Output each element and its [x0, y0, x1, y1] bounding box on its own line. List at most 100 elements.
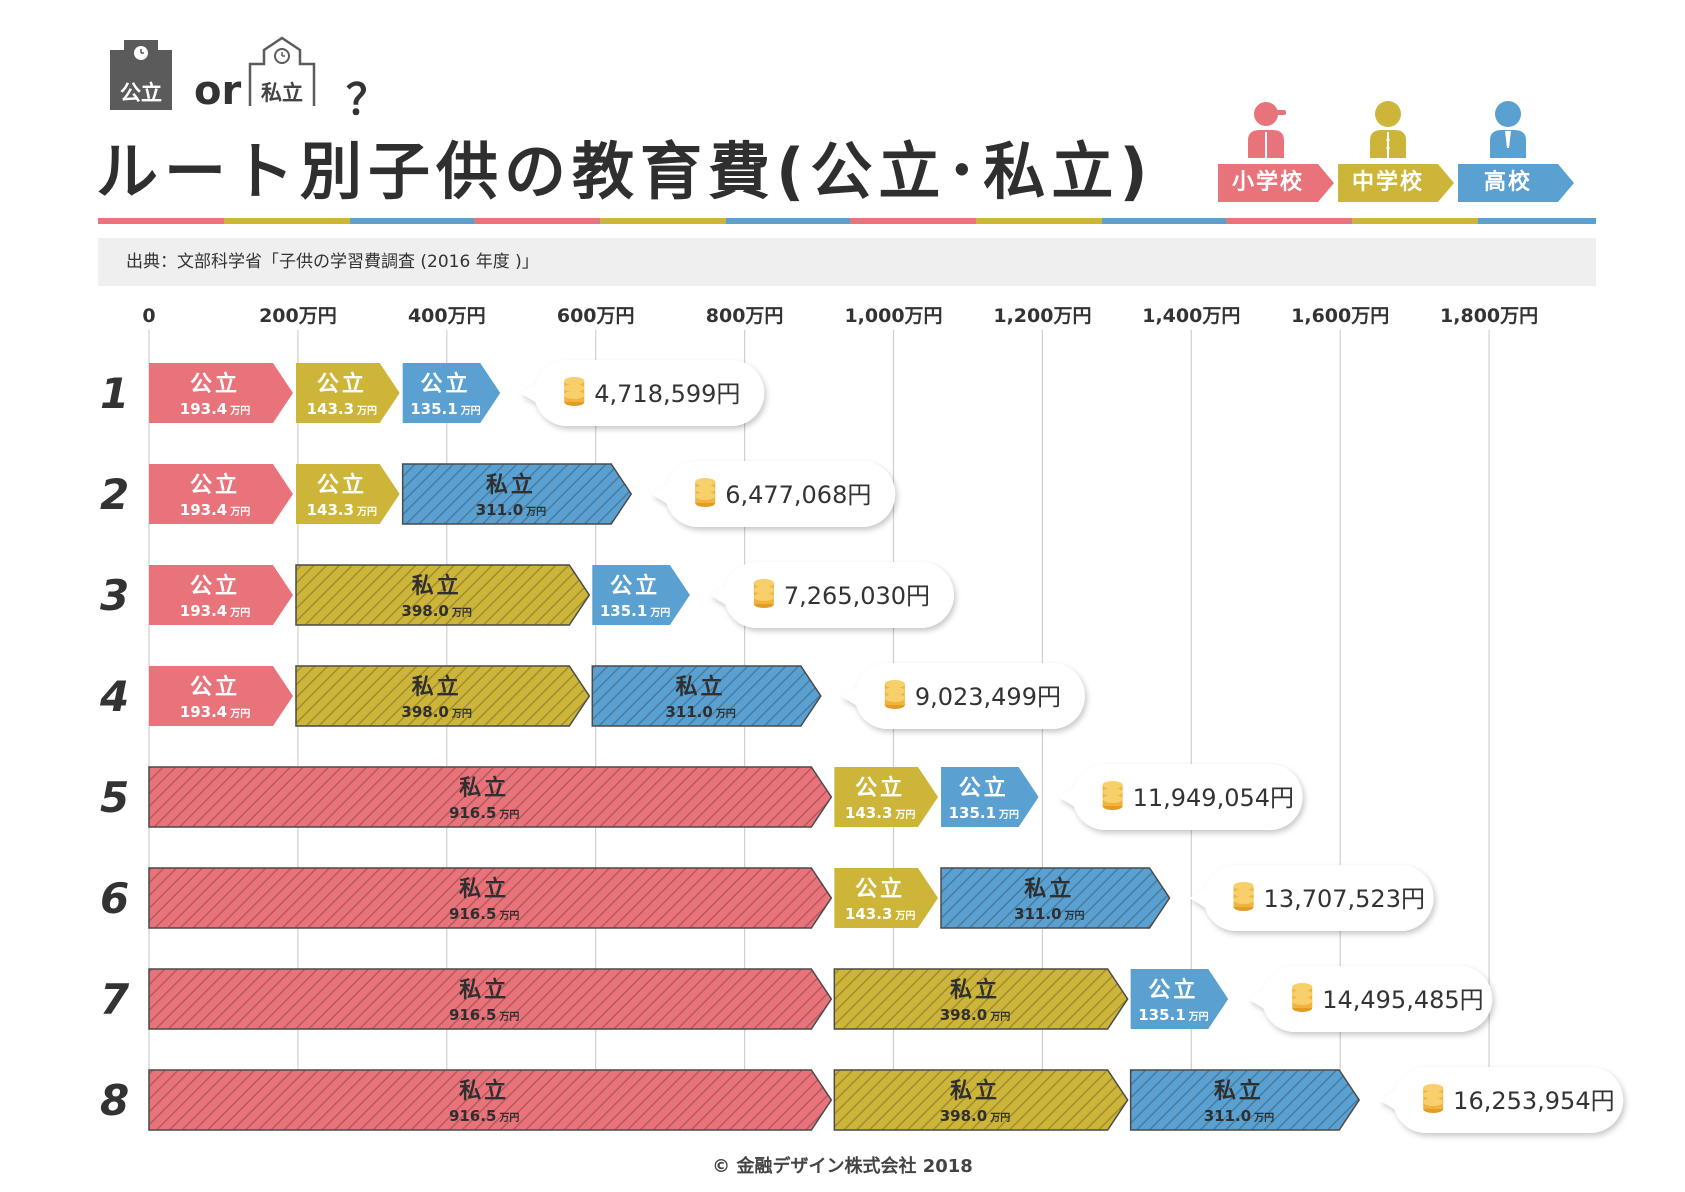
bar-segment-outline: [148, 1069, 833, 1131]
legend-elementary-label: 小学校: [1231, 170, 1304, 195]
bar-segment-outline: [940, 867, 1171, 929]
segment-type-label: 公立: [610, 573, 660, 599]
title-stripe-segment: [474, 218, 600, 224]
coin-stack-icon: [695, 478, 716, 507]
elementary-student-icon: [1240, 98, 1300, 158]
x-tick-label: 1,600万円: [1291, 305, 1389, 327]
segment-type-label: 私立: [459, 876, 509, 902]
bar-segment-hatch: [592, 666, 821, 726]
route-label: 2: [100, 470, 129, 519]
route-label: 4: [99, 672, 129, 721]
segment-type-label: 公立: [420, 371, 470, 397]
title-stripe-segment: [726, 218, 850, 224]
total-bubble: [1379, 1067, 1624, 1133]
segment-type-label: 私立: [1214, 1078, 1264, 1104]
coin-stack-icon: [1423, 1084, 1444, 1113]
route-total-label: 16,253,954円: [1453, 1087, 1614, 1115]
legend-high-school: 高校: [1458, 164, 1576, 202]
bar-segment: [149, 363, 293, 423]
bar-segment-outline: [833, 1069, 1129, 1131]
route-total-label: 14,495,485円: [1322, 986, 1483, 1014]
bar-segment: [941, 767, 1039, 827]
legend-elementary: 小学校: [1218, 164, 1336, 202]
segment-type-label: 公立: [855, 775, 905, 801]
title-stripe-segment: [98, 218, 224, 224]
route-label: 6: [100, 874, 129, 923]
route-total-label: 9,023,499円: [915, 683, 1061, 711]
title-stripe-segment: [1478, 218, 1596, 224]
high-school-student-icon: [1478, 98, 1538, 158]
bar-segment-hatch: [149, 767, 832, 827]
private-label: 私立: [261, 81, 303, 105]
bar-segment: [149, 666, 293, 726]
x-tick-label: 800万円: [706, 305, 784, 327]
x-tick-label: 1,400万円: [1142, 305, 1240, 327]
route-label: 1: [100, 369, 129, 418]
segment-type-label: 公立: [190, 472, 240, 498]
bar-segment-hatch: [941, 868, 1170, 928]
private-school-icon: 私立: [246, 36, 318, 110]
title-stripe-segment: [350, 218, 474, 224]
public-label: 公立: [120, 81, 162, 105]
route-total-label: 11,949,054円: [1133, 784, 1294, 812]
tick-layer: 0 200万円 400万円 600万円 800万円 1,000万円 1,200万円 1,400…: [142, 305, 1538, 327]
x-tick-label: 400万円: [408, 305, 486, 327]
segment-type-label: 私立: [676, 674, 726, 700]
x-tick-label: 1,000万円: [844, 305, 942, 327]
segment-type-label: 私立: [459, 775, 509, 801]
coin-stack-icon: [1292, 983, 1313, 1012]
segment-type-label: 公立: [959, 775, 1009, 801]
coin-stack-icon: [564, 377, 585, 406]
route-label: 8: [100, 1076, 129, 1125]
junior-high-student-icon: [1358, 98, 1418, 158]
bar-segment-outline: [1129, 1069, 1361, 1131]
segment-type-label: 公立: [1148, 977, 1198, 1003]
bar-segment: [834, 868, 939, 928]
legend-junior-high-label: 中学校: [1351, 170, 1424, 195]
segment-type-label: 私立: [459, 1078, 509, 1104]
bar-segment: [834, 767, 939, 827]
bar-segment-outline: [295, 665, 591, 727]
segment-type-label: 公立: [317, 371, 367, 397]
coin-stack-icon: [884, 680, 905, 709]
route-total-label: 6,477,068円: [725, 481, 871, 509]
source-bar: 出典：文部科学省「子供の学習費調査 (2016 年度 )」: [98, 238, 1596, 286]
bar-segment: [592, 565, 690, 625]
bar-segment-hatch: [834, 1070, 1128, 1130]
legend-high-school-label: 高校: [1483, 170, 1532, 195]
coin-stack-icon: [753, 579, 774, 608]
title-stripe-segment: [1226, 218, 1352, 224]
x-tick-label: 200万円: [259, 305, 337, 327]
coin-stack-icon: [1233, 882, 1254, 911]
segment-type-label: 公立: [317, 472, 367, 498]
bar-segment: [149, 565, 293, 625]
title-stripe-segment: [976, 218, 1102, 224]
title-stripe-segment: [1102, 218, 1226, 224]
segment-type-label: 公立: [190, 573, 240, 599]
segment-type-label: 私立: [486, 472, 536, 498]
route-label: 5: [100, 773, 129, 822]
copyright: © 金融デザイン株式会社 2018: [712, 1156, 973, 1177]
total-bubble: [651, 461, 896, 527]
bar-segment: [1130, 969, 1229, 1029]
segment-type-label: 私立: [459, 977, 509, 1003]
total-bubble: [1058, 764, 1303, 830]
title-stripe-segment: [600, 218, 726, 224]
total-bubble: [1189, 865, 1434, 931]
bar-segment: [149, 464, 293, 524]
legend-junior-high: 中学校: [1338, 164, 1456, 202]
segment-type-label: 私立: [412, 573, 462, 599]
public-school-icon: 公立: [110, 40, 172, 110]
total-bubble: [709, 562, 954, 628]
bar-segment-hatch: [1130, 1070, 1360, 1130]
source-text: 出典：文部科学省「子供の学習費調査 (2016 年度 )」: [126, 252, 539, 272]
page-title: ルート別子供の教育費(公立･私立): [96, 135, 1154, 208]
bar-segment-hatch: [149, 1070, 832, 1130]
question-mark: ？: [346, 75, 389, 124]
bar-segment-outline: [148, 766, 833, 828]
bar-segment: [295, 464, 400, 524]
